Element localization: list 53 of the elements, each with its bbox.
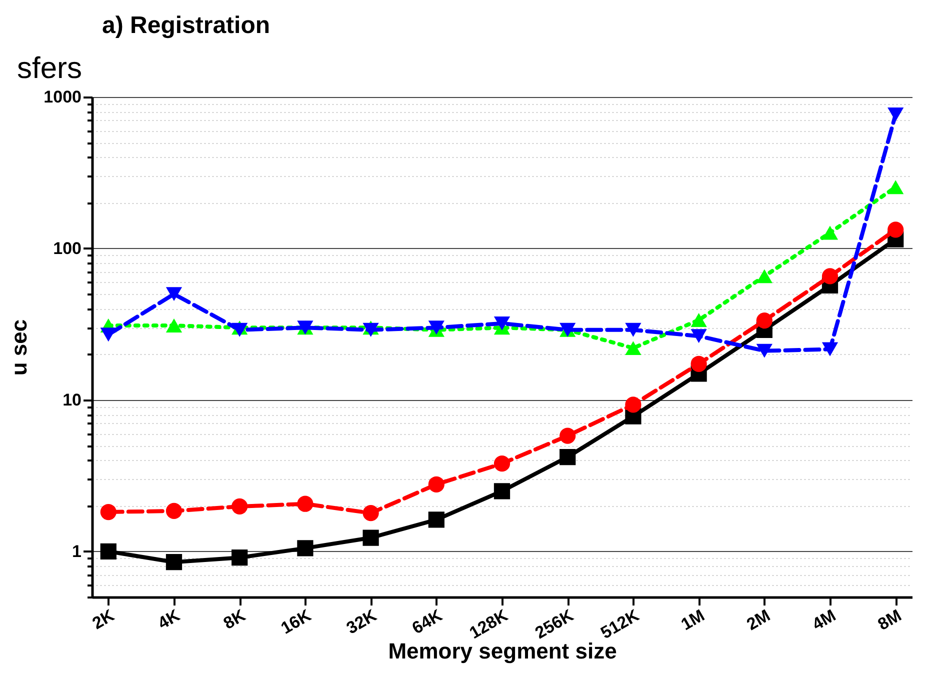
point xyxy=(690,356,707,372)
point xyxy=(428,512,444,528)
point xyxy=(494,316,510,330)
y-axis-title: u sec xyxy=(6,319,32,376)
y-tick-label: 1000 xyxy=(44,88,82,106)
point xyxy=(690,313,707,327)
point xyxy=(232,498,248,515)
y-tick-label: 1 xyxy=(72,542,82,561)
point xyxy=(494,483,510,500)
point xyxy=(494,456,510,472)
point xyxy=(166,502,182,519)
point xyxy=(756,344,772,358)
x-tick-label: 1M xyxy=(678,606,708,634)
x-tick-label: 8M xyxy=(874,606,905,634)
point xyxy=(625,322,642,337)
point xyxy=(756,312,772,329)
point xyxy=(166,318,182,332)
chart-title: a) Registration xyxy=(102,12,270,39)
point xyxy=(625,341,642,356)
point xyxy=(428,476,444,492)
point xyxy=(888,222,904,238)
point xyxy=(362,530,379,546)
x-tick-label: 4M xyxy=(809,606,839,634)
point xyxy=(625,396,642,413)
point xyxy=(560,448,576,466)
point xyxy=(297,540,314,556)
x-tick-label: 8K xyxy=(220,605,250,634)
point xyxy=(100,543,116,560)
point xyxy=(362,505,379,522)
point xyxy=(822,226,838,240)
x-tick-label: 2M xyxy=(743,606,774,634)
x-tick-label: 32K xyxy=(343,605,380,638)
point xyxy=(560,428,576,444)
point xyxy=(232,550,248,566)
point xyxy=(100,328,116,342)
point xyxy=(166,287,182,302)
point xyxy=(166,554,182,570)
point xyxy=(888,107,904,122)
y-tick-label: 10 xyxy=(62,390,82,410)
point xyxy=(756,269,772,284)
x-tick-label: 4K xyxy=(154,605,184,634)
text: sfers xyxy=(16,52,82,85)
x-tick-label: 16K xyxy=(278,605,315,638)
y-tick-label: 100 xyxy=(53,238,82,258)
point xyxy=(822,342,838,356)
point xyxy=(100,504,116,520)
point xyxy=(888,180,904,194)
point xyxy=(822,268,838,284)
x-axis-title: Memory segment size xyxy=(388,638,617,664)
x-tick-label: 2K xyxy=(89,605,118,634)
point xyxy=(297,496,314,512)
x-tick-label: 64K xyxy=(408,605,446,638)
point xyxy=(690,329,707,344)
